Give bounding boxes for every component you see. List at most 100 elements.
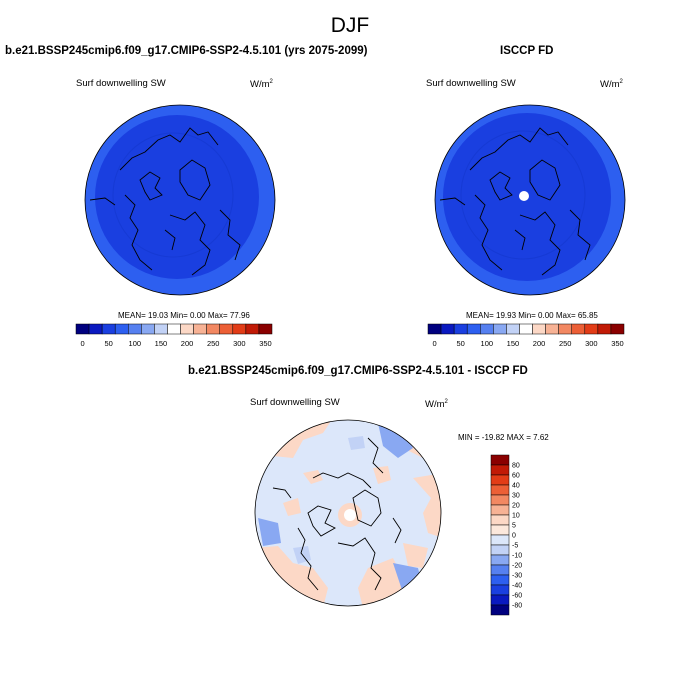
panel-3-colorbar-box (490, 484, 510, 496)
panel-1-map-inner-band (112, 132, 234, 258)
panel-1-colorbar-box (245, 323, 260, 335)
panel-1-variable-label: Surf downwelling SW (76, 78, 166, 89)
panel-2-colorbar-box (584, 323, 599, 335)
panel-3-colorbar-tick-label: 0 (512, 533, 516, 540)
panel-1-colorbar-tick-label: 200 (181, 339, 194, 348)
panel-2-missing-pole (519, 191, 529, 201)
panel-1-colorbar-tick-label: 350 (259, 339, 272, 348)
panel-2-colorbar-box (610, 323, 625, 335)
panel-2-colorbar-box (545, 323, 559, 335)
panel-3-variable-label: Surf downwelling SW (250, 397, 340, 408)
panel-2-polar-map (434, 104, 626, 296)
panel-1-stats: MEAN= 19.03 Min= 0.00 Max= 77.96 (118, 311, 250, 320)
panel-1-colorbar-box (258, 323, 273, 335)
panel-1-colorbar-box (193, 323, 207, 335)
panel-1-colorbar-tick-label: 100 (129, 339, 142, 348)
panel-3-colorbar-box (490, 494, 510, 506)
panel-3-colorbar-box (490, 554, 510, 566)
panel-3-colorbar-tick-label: -80 (512, 603, 522, 610)
panel-2-colorbar-box (453, 323, 468, 335)
panel-2-colorbar-box (493, 323, 507, 335)
panel-1-colorbar-box (75, 323, 90, 335)
panel-1-colorbar-box (219, 323, 234, 335)
panel-2-colorbar-box (532, 323, 546, 335)
panel-1-colorbar-box (206, 323, 220, 335)
panel-3-colorbar-tick-label: -40 (512, 583, 522, 590)
panel-1-colorbar: 0 50 100 150 200 250 300 350 (75, 323, 273, 348)
panel-3-title: b.e21.BSSP245cmip6.f09_g17.CMIP6-SSP2-4.… (188, 365, 528, 377)
panel-2-stats: MEAN= 19.93 Min= 0.00 Max= 65.85 (466, 311, 598, 320)
panel-2-colorbar-box (519, 323, 533, 335)
panel-3-colorbar-tick-label: 60 (512, 473, 520, 480)
panel-1-colorbar-tick-label: 0 (80, 339, 84, 348)
panel-1-colorbar-tick-label: 250 (207, 339, 220, 348)
panel-2-colorbar-tick-label: 0 (432, 339, 436, 348)
panel-2-colorbar-tick-label: 100 (481, 339, 494, 348)
panel-2-colorbar-box (440, 323, 455, 335)
panel-2-units-label: W/m2 (600, 79, 623, 91)
panel-3-colorbar-tick-label: 40 (512, 483, 520, 490)
panel-3-colorbar-box (490, 504, 510, 516)
panel-3-polar-map (254, 419, 442, 607)
panel-3-colorbar-tick-label: -10 (512, 553, 522, 560)
panel-3-colorbar-box (490, 514, 510, 526)
panel-1-coastlines (89, 127, 241, 276)
panel-3-colorbar: 80 60 40 30 20 10 5 0 -5 -10 -20 -30 -40 -60 -80 (490, 454, 522, 616)
panel-2-colorbar-tick-label: 200 (533, 339, 546, 348)
panel-1-colorbar-box (141, 323, 155, 335)
panel-1-units-label: W/m2 (250, 79, 273, 91)
panel-3-colorbar-box (490, 574, 510, 586)
panel-3-colorbar-box (490, 534, 510, 546)
panel-1-colorbar-tick-label: 300 (233, 339, 246, 348)
panel-3-colorbar-box (490, 594, 510, 606)
panel-3-colorbar-box (490, 584, 510, 596)
panel-2-colorbar-box (480, 323, 494, 335)
panel-3-colorbar-box (490, 464, 510, 476)
panel-2-colorbar-box (466, 323, 481, 335)
panel-2-colorbar-tick-label: 150 (507, 339, 520, 348)
panel-1-colorbar-box (180, 323, 194, 335)
panel-3-colorbar-tick-label: 30 (512, 493, 520, 500)
panel-3-stats: MIN = -19.82 MAX = 7.62 (458, 433, 549, 442)
figure-title: DJF (330, 14, 370, 37)
panel-3-colorbar-box (490, 564, 510, 576)
panel-3-colorbar-box (490, 474, 510, 486)
panel-3-colorbar-box (490, 454, 510, 466)
panel-3-colorbar-tick-label: 20 (512, 503, 520, 510)
panel-2-variable-label: Surf downwelling SW (426, 78, 516, 89)
panel-3-colorbar-tick-label: -20 (512, 563, 522, 570)
panel-1-colorbar-box (114, 323, 129, 335)
panel-3-colorbar-box (490, 544, 510, 556)
panel-1-colorbar-box (88, 323, 103, 335)
panel-3-colorbar-tick-label: -30 (512, 573, 522, 580)
panel-3-coastlines (272, 437, 402, 591)
panel-1-colorbar-box (154, 323, 168, 335)
panel-2-colorbar-tick-label: 350 (611, 339, 624, 348)
panel-2-colorbar-box (571, 323, 586, 335)
panel-3-colorbar-box (490, 524, 510, 536)
panel-1-colorbar-tick-label: 150 (155, 339, 168, 348)
panel-2-colorbar-box (597, 323, 612, 335)
panel-2-colorbar-box (506, 323, 520, 335)
panel-1-colorbar-tick-label: 50 (104, 339, 112, 348)
panel-1-colorbar-box (101, 323, 116, 335)
panel-3-colorbar-tick-label: -5 (512, 543, 518, 550)
panel-3-colorbar-box (490, 604, 510, 616)
panel-1-polar-map (84, 104, 276, 296)
panel-3-colorbar-tick-label: 10 (512, 513, 520, 520)
panel-2-colorbar-box (558, 323, 572, 335)
panel-2-colorbar-tick-label: 250 (559, 339, 572, 348)
panel-1-colorbar-box (167, 323, 181, 335)
panel-2-colorbar: 0 50 100 150 200 250 300 350 (427, 323, 625, 348)
panel-2-title: ISCCP FD (500, 45, 554, 57)
panel-1-title: b.e21.BSSP245cmip6.f09_g17.CMIP6-SSP2-4.… (5, 45, 368, 57)
panel-3-colorbar-tick-label: 80 (512, 463, 520, 470)
panel-2-colorbar-tick-label: 300 (585, 339, 598, 348)
panel-2-colorbar-box (427, 323, 442, 335)
panel-2-coastlines (439, 127, 591, 276)
panel-3-colorbar-tick-label: -60 (512, 593, 522, 600)
panel-1-colorbar-box (128, 323, 142, 335)
panel-3-units-label: W/m2 (425, 399, 448, 411)
panel-2-colorbar-tick-label: 50 (456, 339, 464, 348)
panel-3-colorbar-tick-label: 5 (512, 523, 516, 530)
